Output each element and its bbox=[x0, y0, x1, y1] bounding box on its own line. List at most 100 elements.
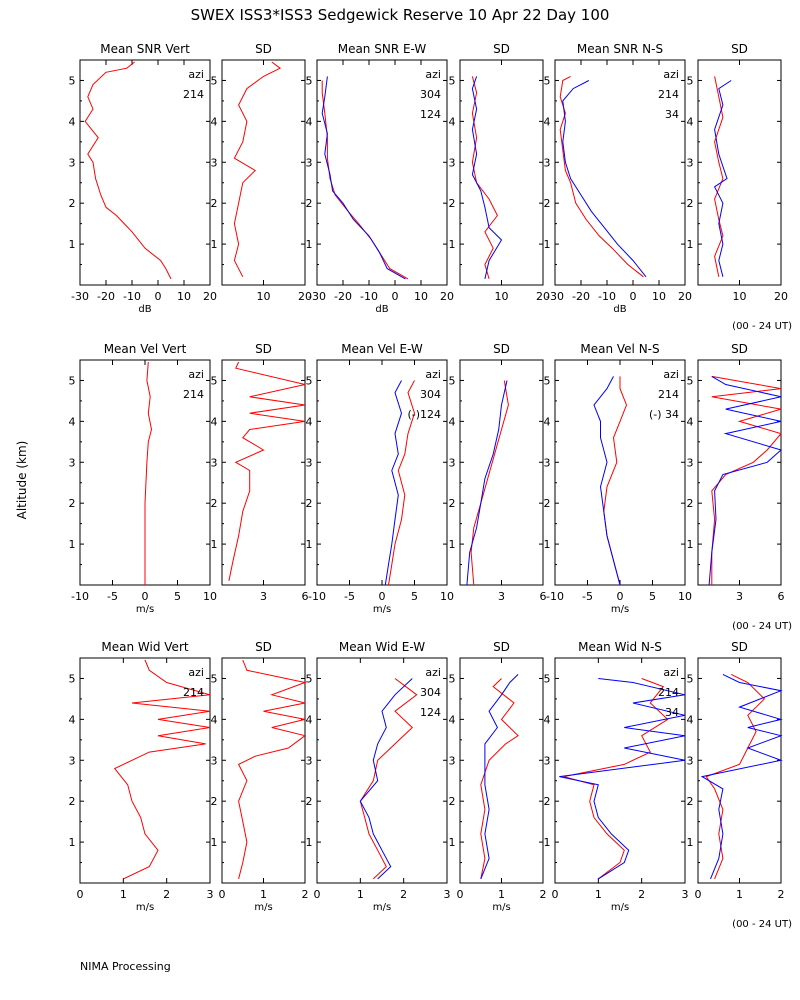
y-tick-label: 3 bbox=[69, 156, 76, 169]
y-tick-label: 5 bbox=[211, 74, 218, 87]
x-tick-label: 0 bbox=[379, 590, 386, 603]
x-tick-label: -10 bbox=[360, 290, 378, 303]
x-tick-label: 0 bbox=[617, 590, 624, 603]
panel-frame bbox=[316, 59, 448, 286]
series-line-304 bbox=[471, 76, 498, 280]
y-tick-label: 3 bbox=[306, 156, 313, 169]
legend-entry: 214 bbox=[658, 686, 679, 699]
panel-frame bbox=[221, 657, 306, 884]
legend-entry: 304 bbox=[420, 388, 441, 401]
legend-header: azi bbox=[188, 368, 204, 381]
x-tick-label: -10 bbox=[598, 290, 616, 303]
y-tick-label: 1 bbox=[449, 538, 456, 551]
legend-entry: 214 bbox=[658, 88, 679, 101]
series-line-214 bbox=[84, 61, 172, 280]
series-line-304 bbox=[480, 678, 519, 879]
y-tick-label: 2 bbox=[306, 497, 313, 510]
panel-frame bbox=[554, 59, 686, 286]
series-line-304 bbox=[388, 380, 416, 586]
x-tick-label: 1 bbox=[120, 888, 127, 901]
y-tick-label: 3 bbox=[687, 754, 694, 767]
series-line-304 bbox=[470, 380, 509, 586]
legend-entry: 214 bbox=[183, 686, 204, 699]
y-tick-label: 1 bbox=[544, 538, 551, 551]
panel: Mean SNR E-W 1 2 3 4 5 -30 -20 -10 0 10 20 dB azi 304 1… bbox=[306, 42, 455, 315]
x-axis-label: dB bbox=[613, 304, 626, 315]
legend-entry: (-)124 bbox=[407, 408, 441, 421]
x-tick-label: 2 bbox=[540, 888, 547, 901]
panel: SD 1 2 3 4 5 10 20 bbox=[687, 42, 789, 303]
panel: SD 1 2 3 4 5 3 6 bbox=[449, 342, 547, 603]
y-tick-label: 4 bbox=[544, 713, 551, 726]
x-tick-label: -5 bbox=[107, 590, 118, 603]
x-tick-label: 0 bbox=[695, 888, 702, 901]
footer-credit: NIMA Processing bbox=[80, 960, 171, 973]
x-tick-label: -30 bbox=[308, 290, 326, 303]
panel-frame bbox=[554, 657, 686, 884]
panel-title: Mean Wid Vert bbox=[101, 640, 188, 654]
panel: SD 1 2 3 4 5 0 1 2 m/s bbox=[211, 640, 309, 913]
series-line-124 bbox=[359, 678, 413, 880]
panel: Mean Wid Vert 1 2 3 4 5 0 1 2 3 m/s azi 214 bbox=[69, 640, 214, 913]
panel-title: Mean SNR Vert bbox=[100, 42, 190, 56]
legend-header: azi bbox=[188, 68, 204, 81]
y-tick-label: 2 bbox=[449, 197, 456, 210]
series-line-34 bbox=[562, 80, 647, 278]
panel-title: SD bbox=[255, 342, 272, 356]
y-tick-label: 4 bbox=[544, 115, 551, 128]
series-line-124 bbox=[384, 380, 403, 586]
legend-header: azi bbox=[425, 68, 441, 81]
x-axis-label: m/s bbox=[373, 902, 391, 913]
y-tick-label: 5 bbox=[69, 74, 76, 87]
series-line-124 bbox=[321, 76, 406, 280]
x-tick-label: 5 bbox=[649, 590, 656, 603]
y-tick-label: 1 bbox=[306, 538, 313, 551]
y-tick-label: 5 bbox=[687, 672, 694, 685]
y-tick-label: 2 bbox=[544, 795, 551, 808]
y-tick-label: 5 bbox=[544, 74, 551, 87]
y-tick-label: 4 bbox=[211, 415, 218, 428]
x-tick-label: -10 bbox=[308, 590, 326, 603]
y-tick-label: 5 bbox=[687, 374, 694, 387]
y-tick-label: 4 bbox=[687, 415, 694, 428]
x-tick-label: -20 bbox=[97, 290, 115, 303]
y-tick-label: 5 bbox=[449, 374, 456, 387]
y-tick-label: 2 bbox=[211, 795, 218, 808]
x-tick-label: 2 bbox=[163, 888, 170, 901]
y-tick-label: 4 bbox=[211, 713, 218, 726]
y-tick-label: 2 bbox=[69, 197, 76, 210]
series-line-214 bbox=[705, 673, 766, 880]
y-tick-label: 1 bbox=[306, 836, 313, 849]
y-axis-label: Altitude (km) bbox=[15, 441, 29, 520]
x-tick-label: 6 bbox=[778, 590, 785, 603]
series-line-304 bbox=[359, 678, 418, 880]
x-tick-label: -10 bbox=[546, 590, 564, 603]
panel-title: SD bbox=[255, 42, 272, 56]
y-tick-label: 4 bbox=[687, 115, 694, 128]
x-tick-label: 0 bbox=[314, 888, 321, 901]
x-tick-label: 1 bbox=[736, 888, 743, 901]
x-tick-label: 3 bbox=[444, 888, 451, 901]
x-tick-label: 20 bbox=[298, 290, 312, 303]
y-tick-label: 2 bbox=[544, 497, 551, 510]
legend-header: azi bbox=[663, 368, 679, 381]
x-axis-label: m/s bbox=[136, 604, 154, 615]
legend-entry: (-) 34 bbox=[649, 408, 679, 421]
panel-frame bbox=[79, 59, 211, 286]
series-line-214 bbox=[711, 375, 782, 585]
x-tick-label: -5 bbox=[582, 590, 593, 603]
legend-entry: 214 bbox=[658, 388, 679, 401]
series-line-214 bbox=[144, 361, 153, 585]
x-tick-label: 10 bbox=[652, 290, 666, 303]
y-tick-label: 2 bbox=[69, 497, 76, 510]
x-tick-label: 20 bbox=[678, 290, 692, 303]
x-tick-label: 10 bbox=[203, 590, 217, 603]
x-axis-label: m/s bbox=[611, 902, 629, 913]
y-tick-label: 3 bbox=[449, 456, 456, 469]
x-tick-label: 2 bbox=[638, 888, 645, 901]
x-tick-label: 5 bbox=[174, 590, 181, 603]
